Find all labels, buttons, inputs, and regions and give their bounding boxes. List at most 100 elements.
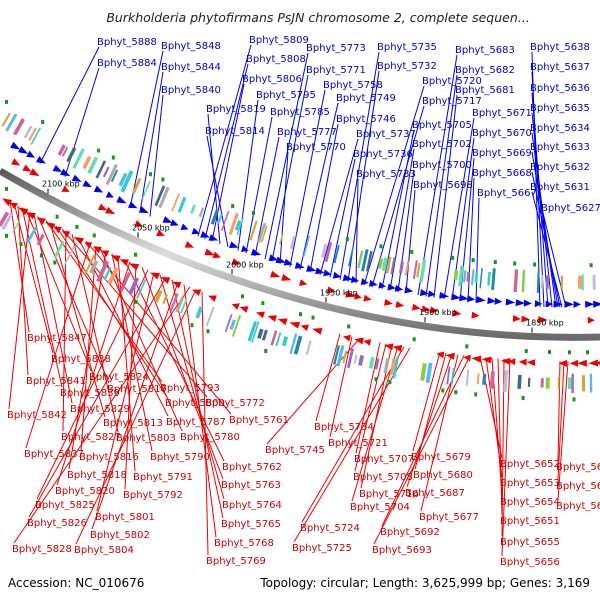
gene-label[interactable]: Bphyt_5724 — [300, 523, 360, 534]
gene-label[interactable]: Bphyt_5733 — [356, 169, 416, 180]
gene-label[interactable]: Bphyt_5820 — [55, 486, 115, 497]
gene-label[interactable]: Bphyt_5630 — [556, 501, 600, 512]
gene-label[interactable]: Bphyt_5763 — [221, 480, 281, 491]
gene-label[interactable]: Bphyt_5803 — [116, 433, 176, 444]
gene-label[interactable]: Bphyt_5818 — [67, 470, 127, 481]
gene-label[interactable]: Bphyt_5840 — [161, 85, 221, 96]
gene-label[interactable]: Bphyt_5629 — [556, 481, 600, 492]
gene-label[interactable]: Bphyt_5717 — [422, 96, 482, 107]
gene-label[interactable]: Bphyt_5792 — [123, 490, 183, 501]
gene-label[interactable]: Bphyt_5787 — [166, 417, 226, 428]
gene-label[interactable]: Bphyt_5800 — [165, 398, 225, 409]
gene-label[interactable]: Bphyt_5704 — [350, 502, 410, 513]
gene-label[interactable]: Bphyt_5628 — [556, 462, 600, 473]
gene-label[interactable]: Bphyt_5749 — [336, 93, 396, 104]
gene-label[interactable]: Bphyt_5653 — [500, 478, 560, 489]
gene-label[interactable]: Bphyt_5826 — [27, 518, 87, 529]
gene-label[interactable]: Bphyt_5721 — [328, 438, 388, 449]
gene-label[interactable]: Bphyt_5700 — [412, 160, 472, 171]
gene-label[interactable]: Bphyt_5737 — [356, 129, 416, 140]
gene-label[interactable]: Bphyt_5804 — [74, 545, 134, 556]
gene-label[interactable]: Bphyt_5790 — [150, 452, 210, 463]
gene-label[interactable]: Bphyt_5637 — [530, 62, 590, 73]
gene-label[interactable]: Bphyt_5671 — [472, 108, 532, 119]
gene-label[interactable]: Bphyt_5698 — [413, 180, 473, 191]
gene-label[interactable]: Bphyt_5682 — [455, 65, 515, 76]
gene-label[interactable]: Bphyt_5839 — [60, 388, 120, 399]
gene-label[interactable]: Bphyt_5825 — [35, 500, 95, 511]
gene-label[interactable]: Bphyt_5770 — [286, 142, 346, 153]
gene-label[interactable]: Bphyt_5808 — [246, 54, 306, 65]
gene-label[interactable]: Bphyt_5669 — [472, 148, 532, 159]
gene-label[interactable]: Bphyt_5773 — [306, 43, 366, 54]
gene-label[interactable]: Bphyt_5634 — [530, 123, 590, 134]
gene-label[interactable]: Bphyt_5632 — [530, 162, 590, 173]
gene-label[interactable]: Bphyt_5702 — [412, 139, 472, 150]
gene-label[interactable]: Bphyt_5793 — [160, 383, 220, 394]
gene-label[interactable]: Bphyt_5838 — [51, 354, 111, 365]
gene-label[interactable]: Bphyt_5762 — [222, 462, 282, 473]
gene-label[interactable]: Bphyt_5884 — [97, 58, 157, 69]
gene-label[interactable]: Bphyt_5656 — [500, 557, 560, 568]
gene-label[interactable]: Bphyt_5772 — [205, 398, 265, 409]
gene-label[interactable]: Bphyt_5813 — [103, 418, 163, 429]
gene-label[interactable]: Bphyt_5816 — [79, 452, 139, 463]
gene-label[interactable]: Bphyt_5627 — [541, 203, 600, 214]
gene-label[interactable]: Bphyt_5654 — [500, 497, 560, 508]
gene-label[interactable]: Bphyt_5888 — [97, 37, 157, 48]
gene-label[interactable]: Bphyt_5732 — [377, 61, 437, 72]
gene-label[interactable]: Bphyt_5824 — [89, 372, 149, 383]
gene-label[interactable]: Bphyt_5785 — [270, 107, 330, 118]
gene-label[interactable]: Bphyt_5633 — [530, 142, 590, 153]
gene-label[interactable]: Bphyt_5651 — [500, 516, 560, 527]
gene-label[interactable]: Bphyt_5652 — [500, 459, 560, 470]
gene-label[interactable]: Bphyt_5720 — [422, 76, 482, 87]
gene-label[interactable]: Bphyt_5848 — [161, 41, 221, 52]
gene-label[interactable]: Bphyt_5802 — [90, 530, 150, 541]
gene-label[interactable]: Bphyt_5736 — [353, 149, 413, 160]
gene-label[interactable]: Bphyt_5841 — [26, 376, 86, 387]
gene-label[interactable]: Bphyt_5716 — [359, 489, 419, 500]
gene-label[interactable]: Bphyt_5771 — [306, 65, 366, 76]
gene-label[interactable]: Bphyt_5705 — [412, 120, 472, 131]
gene-label[interactable]: Bphyt_5809 — [249, 35, 309, 46]
gene-label[interactable]: Bphyt_5829 — [70, 404, 130, 415]
gene-label[interactable]: Bphyt_5667 — [477, 188, 537, 199]
gene-label[interactable]: Bphyt_5842 — [7, 410, 67, 421]
gene-label[interactable]: Bphyt_5725 — [292, 543, 352, 554]
gene-label[interactable]: Bphyt_5801 — [95, 512, 155, 523]
gene-label[interactable]: Bphyt_5828 — [12, 544, 72, 555]
gene-label[interactable]: Bphyt_5814 — [205, 126, 265, 137]
gene-label[interactable]: Bphyt_5764 — [222, 500, 282, 511]
gene-label[interactable]: Bphyt_5636 — [530, 83, 590, 94]
gene-label[interactable]: Bphyt_5806 — [242, 74, 302, 85]
gene-label[interactable]: Bphyt_5655 — [500, 537, 560, 548]
gene-label[interactable]: Bphyt_5677 — [419, 512, 479, 523]
gene-label[interactable]: Bphyt_5837 — [24, 449, 84, 460]
gene-label[interactable]: Bphyt_5670 — [472, 128, 532, 139]
gene-label[interactable]: Bphyt_5819 — [206, 104, 266, 115]
gene-label[interactable]: Bphyt_5681 — [455, 85, 515, 96]
gene-label[interactable]: Bphyt_5768 — [214, 538, 274, 549]
gene-label[interactable]: Bphyt_5795 — [256, 90, 316, 101]
gene-label[interactable]: Bphyt_5707 — [354, 454, 414, 465]
gene-label[interactable]: Bphyt_5791 — [133, 472, 193, 483]
gene-label[interactable]: Bphyt_5708 — [353, 472, 413, 483]
gene-label[interactable]: Bphyt_5735 — [377, 42, 437, 53]
gene-label[interactable]: Bphyt_5745 — [265, 445, 325, 456]
gene-label[interactable]: Bphyt_5777 — [277, 127, 337, 138]
gene-label[interactable]: Bphyt_5687 — [405, 488, 465, 499]
gene-label[interactable]: Bphyt_5827 — [61, 432, 121, 443]
gene-label[interactable]: Bphyt_5638 — [530, 42, 590, 53]
gene-label[interactable]: Bphyt_5679 — [411, 452, 471, 463]
gene-label[interactable]: Bphyt_5765 — [221, 519, 281, 530]
gene-label[interactable]: Bphyt_5631 — [530, 182, 590, 193]
gene-label[interactable]: Bphyt_5847 — [27, 333, 87, 344]
gene-label[interactable]: Bphyt_5844 — [161, 62, 221, 73]
gene-label[interactable]: Bphyt_5817 — [107, 384, 167, 395]
gene-label[interactable]: Bphyt_5683 — [455, 45, 515, 56]
gene-label[interactable]: Bphyt_5780 — [180, 432, 240, 443]
gene-label[interactable]: Bphyt_5769 — [206, 556, 266, 567]
gene-label[interactable]: Bphyt_5693 — [372, 545, 432, 556]
